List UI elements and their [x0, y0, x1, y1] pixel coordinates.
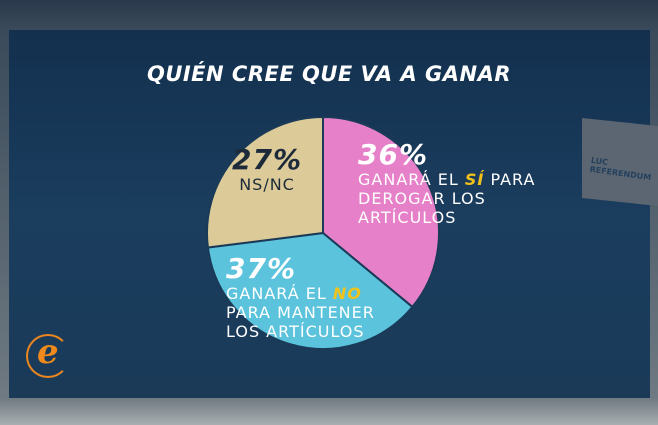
- channel-logo: e: [26, 332, 70, 378]
- slice-label-no: 37% GANARÁ EL NO PARA MANTENER LOS ARTÍC…: [226, 252, 375, 342]
- pie-slice-0: [322, 115, 440, 309]
- chart-title: QUIÉN CREE QUE VA A GANAR: [146, 62, 512, 86]
- pie-slice-1: [206, 231, 414, 350]
- slice-label-nsnc: 27% NS/NC: [232, 143, 303, 195]
- slice-label-si: 36% GANARÁ EL SÍ PARA DEROGAR LOS ARTÍCU…: [358, 138, 536, 228]
- pie-slice-2: [206, 115, 324, 249]
